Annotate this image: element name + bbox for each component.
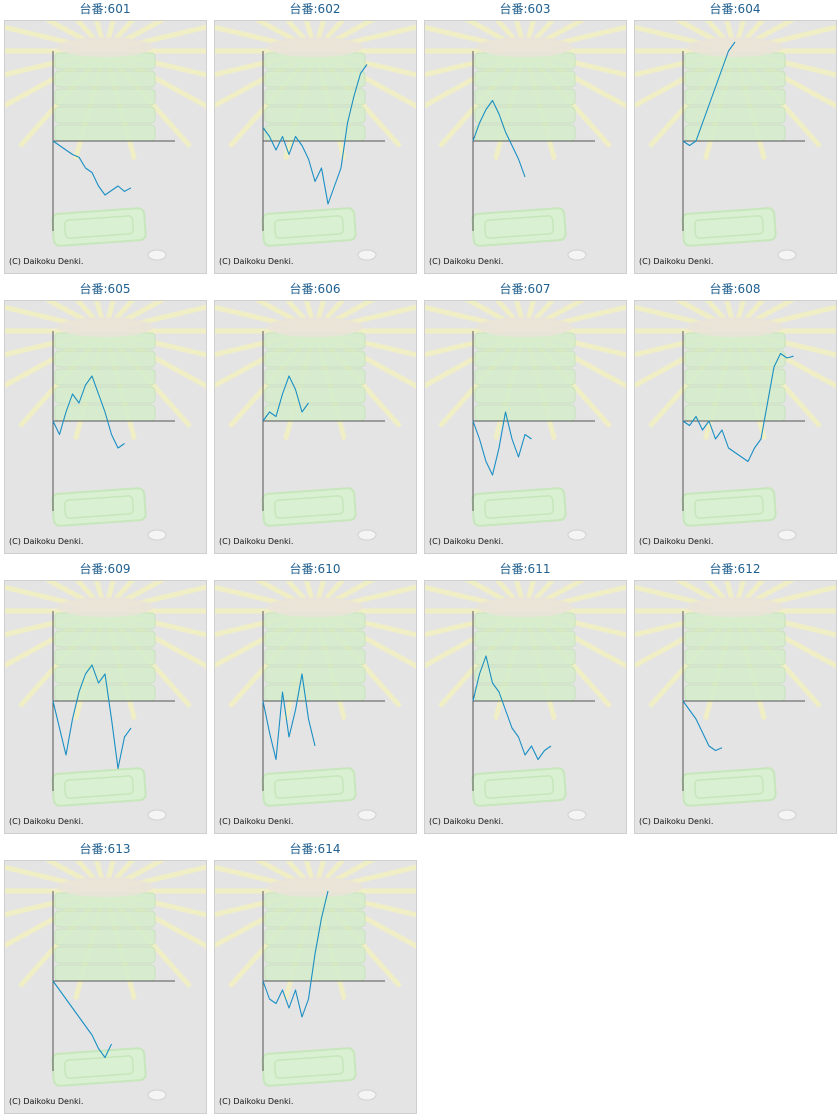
history-graph: (C) Daikoku Denki. xyxy=(214,580,417,834)
machine-number-link[interactable]: 台番:602 xyxy=(289,2,341,16)
machine-card: 台番:612 (C) Daikoku Denki. xyxy=(630,560,840,840)
history-graph: (C) Daikoku Denki. xyxy=(634,300,837,554)
coin-history-line xyxy=(472,411,532,476)
coin-history-line xyxy=(262,673,316,761)
background-art xyxy=(635,581,836,821)
copyright-text: (C) Daikoku Denki. xyxy=(219,817,294,826)
history-graph: (C) Daikoku Denki. xyxy=(4,860,207,1114)
machine-card: 台番:601 (C) Daikoku Denki. xyxy=(0,0,210,280)
machine-number-link[interactable]: 台番:609 xyxy=(79,562,131,576)
graph-canvas xyxy=(425,301,626,541)
machine-card: 台番:603 (C) Daikoku Denki. xyxy=(420,0,630,280)
background-art xyxy=(425,581,626,821)
copyright-text: (C) Daikoku Denki. xyxy=(219,257,294,266)
graph-canvas xyxy=(635,301,836,541)
copyright-text: (C) Daikoku Denki. xyxy=(639,817,714,826)
background-art xyxy=(5,21,206,261)
coin-history-line xyxy=(682,41,736,147)
machine-card: 台番:613 (C) Daikoku Denki. xyxy=(0,840,210,1120)
copyright-text: (C) Daikoku Denki. xyxy=(9,1097,84,1106)
coin-history-line xyxy=(52,664,132,770)
copyright-text: (C) Daikoku Denki. xyxy=(639,537,714,546)
machine-number-link[interactable]: 台番:603 xyxy=(499,2,551,16)
coin-history-line xyxy=(262,375,309,422)
machine-number-link[interactable]: 台番:608 xyxy=(709,282,761,296)
machine-card: 台番:606 (C) Daikoku Denki. xyxy=(210,280,420,560)
graph-canvas xyxy=(5,301,206,541)
copyright-text: (C) Daikoku Denki. xyxy=(639,257,714,266)
machine-number-link[interactable]: 台番:605 xyxy=(79,282,131,296)
machine-number-link[interactable]: 台番:601 xyxy=(79,2,131,16)
machine-card: 台番:614 (C) Daikoku Denki. xyxy=(210,840,420,1120)
background-art xyxy=(5,861,206,1101)
copyright-text: (C) Daikoku Denki. xyxy=(429,817,504,826)
machine-number-link[interactable]: 台番:612 xyxy=(709,562,761,576)
graph-canvas xyxy=(5,21,206,261)
machine-number-link[interactable]: 台番:614 xyxy=(289,842,341,856)
coin-history-line xyxy=(52,140,132,196)
history-graph: (C) Daikoku Denki. xyxy=(214,860,417,1114)
graph-canvas xyxy=(5,581,206,821)
machine-card: 台番:607 (C) Daikoku Denki. xyxy=(420,280,630,560)
history-graph: (C) Daikoku Denki. xyxy=(424,300,627,554)
background-art xyxy=(635,21,836,261)
coin-history-line xyxy=(682,700,723,752)
machine-card: 台番:609 (C) Daikoku Denki. xyxy=(0,560,210,840)
graph-canvas xyxy=(635,581,836,821)
copyright-text: (C) Daikoku Denki. xyxy=(9,817,84,826)
machine-card: 台番:605 (C) Daikoku Denki. xyxy=(0,280,210,560)
coin-history-line xyxy=(52,375,125,449)
graph-canvas xyxy=(215,581,416,821)
copyright-text: (C) Daikoku Denki. xyxy=(429,257,504,266)
history-graph: (C) Daikoku Denki. xyxy=(634,580,837,834)
history-graph: (C) Daikoku Denki. xyxy=(214,20,417,274)
background-art xyxy=(425,301,626,541)
background-art xyxy=(215,581,416,821)
background-art xyxy=(5,301,206,541)
background-art xyxy=(425,21,626,261)
graph-canvas xyxy=(215,21,416,261)
graph-canvas xyxy=(5,861,206,1101)
history-graph: (C) Daikoku Denki. xyxy=(4,300,207,554)
machine-number-link[interactable]: 台番:607 xyxy=(499,282,551,296)
copyright-text: (C) Daikoku Denki. xyxy=(219,537,294,546)
history-graph: (C) Daikoku Denki. xyxy=(424,20,627,274)
graph-canvas xyxy=(425,21,626,261)
copyright-text: (C) Daikoku Denki. xyxy=(9,257,84,266)
machine-card: 台番:602 (C) Daikoku Denki. xyxy=(210,0,420,280)
coin-history-line xyxy=(472,655,552,761)
history-graph: (C) Daikoku Denki. xyxy=(4,20,207,274)
graph-canvas xyxy=(425,581,626,821)
copyright-text: (C) Daikoku Denki. xyxy=(429,537,504,546)
history-graph: (C) Daikoku Denki. xyxy=(634,20,837,274)
machine-number-link[interactable]: 台番:606 xyxy=(289,282,341,296)
machine-number-link[interactable]: 台番:613 xyxy=(79,842,131,856)
background-art xyxy=(215,861,416,1101)
machine-number-link[interactable]: 台番:604 xyxy=(709,2,761,16)
graph-canvas xyxy=(215,301,416,541)
machine-card: 台番:608 (C) Daikoku Denki. xyxy=(630,280,840,560)
machine-card: 台番:611 (C) Daikoku Denki. xyxy=(420,560,630,840)
machine-number-link[interactable]: 台番:610 xyxy=(289,562,341,576)
history-graph: (C) Daikoku Denki. xyxy=(424,580,627,834)
copyright-text: (C) Daikoku Denki. xyxy=(9,537,84,546)
machine-card: 台番:610 (C) Daikoku Denki. xyxy=(210,560,420,840)
graph-canvas xyxy=(215,861,416,1101)
coin-history-line xyxy=(472,99,526,178)
machine-card: 台番:604 (C) Daikoku Denki. xyxy=(630,0,840,280)
coin-history-line xyxy=(52,980,112,1059)
machine-number-link[interactable]: 台番:611 xyxy=(499,562,551,576)
coin-history-line xyxy=(262,890,329,1018)
history-graph: (C) Daikoku Denki. xyxy=(4,580,207,834)
background-art xyxy=(215,21,416,261)
coin-history-line xyxy=(262,64,368,205)
coin-history-line xyxy=(682,352,794,463)
history-graph: (C) Daikoku Denki. xyxy=(214,300,417,554)
copyright-text: (C) Daikoku Denki. xyxy=(219,1097,294,1106)
graph-canvas xyxy=(635,21,836,261)
background-art xyxy=(635,301,836,541)
